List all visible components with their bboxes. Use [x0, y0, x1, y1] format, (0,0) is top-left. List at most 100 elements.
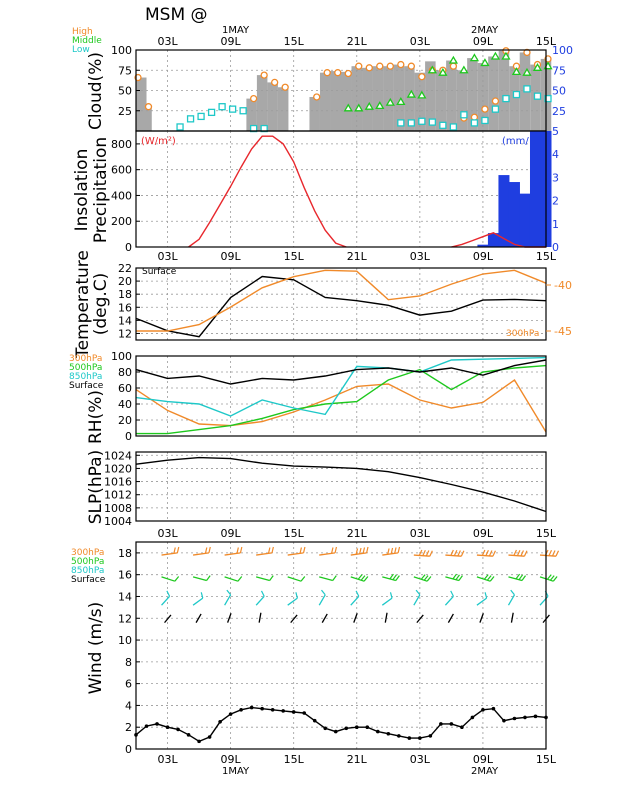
wind-barb-850hpa — [539, 595, 549, 606]
cloud-high-point — [449, 62, 458, 70]
cloud-high-point — [355, 62, 363, 70]
cloud-middle-point — [469, 53, 480, 62]
cloud-middle-point — [364, 101, 374, 110]
wind-barb-500hpa-feather — [363, 576, 369, 582]
wind-surface-point — [207, 735, 212, 739]
slp-ytick-label: 1004 — [104, 515, 132, 528]
temperature-ytick-label: 12 — [118, 327, 132, 340]
cloud-low-point — [428, 118, 437, 126]
cloud-top-xtick-label: 03L — [157, 35, 178, 48]
wind-barb-850hpa-feather — [200, 592, 204, 599]
cloud-total-bar — [393, 64, 405, 131]
wind-barb-850hpa — [381, 597, 393, 606]
insolation-ytick-label: 0 — [125, 241, 132, 254]
cloud-total-bar — [446, 60, 457, 131]
wind-surface-point — [302, 711, 307, 715]
wind-barb-300hpa-feather — [359, 547, 362, 554]
slp-line — [135, 456, 547, 513]
cloud-middle-point — [385, 97, 395, 106]
wind-barb-500hpa-feather — [458, 575, 463, 581]
rh-ylabel: RH(%) — [86, 390, 106, 444]
cloud-top-xtick-label: 09L — [473, 35, 494, 48]
cloud-total-bar — [341, 71, 352, 131]
wind-barb-surface — [258, 612, 262, 623]
wind-barb-500hpa-feather — [455, 574, 460, 581]
cloud-middle-point — [417, 90, 427, 99]
wind-barb-500hpa — [508, 576, 523, 582]
insolation-xtick-label: 21L — [347, 250, 368, 263]
wind-barb-300hpa-feather — [488, 550, 493, 557]
rh-500hpa-line — [136, 364, 547, 435]
wind-barb-surface — [416, 614, 424, 624]
wind-barb-300hpa-feather — [331, 547, 334, 554]
temperature-300hpa-label: 300hPa — [506, 329, 539, 339]
wind-barb-850hpa — [476, 597, 488, 606]
cloud-total-bar — [330, 71, 341, 131]
cloud-total-bar — [267, 82, 278, 131]
wind-barb-300hpa — [508, 554, 525, 557]
cloud-middle-point — [448, 55, 459, 64]
wind-surface-point — [439, 722, 443, 726]
date-label-bottom-day1: 1MAY — [222, 766, 250, 777]
cloud-high-point — [249, 94, 258, 103]
cloud-high-point — [481, 105, 489, 113]
wind-barb-300hpa — [319, 552, 336, 556]
temperature-ytick-label: 22 — [118, 262, 132, 275]
wind-legend-500hpa: 500hPa — [71, 557, 104, 567]
wind-barb-850hpa-feather — [484, 592, 488, 599]
wind-barb-500hpa-feather — [174, 576, 180, 582]
slp-xtick-label: 09L — [221, 527, 242, 540]
wind-ytick-label: 10 — [118, 634, 132, 647]
wind-barb-500hpa — [192, 576, 207, 582]
temperature-ytick-label: 14 — [118, 314, 132, 327]
precipitation-bar — [519, 193, 531, 247]
wind-barb-850hpa-feather — [295, 592, 298, 599]
wind-barb-500hpa-feather — [332, 575, 337, 581]
cloud-total-bar — [372, 66, 384, 131]
wind-barb-300hpa-feather — [429, 550, 433, 557]
rh-ytick-label: 20 — [118, 414, 132, 427]
rh-ytick-label: 80 — [118, 366, 132, 379]
insolation-xtick-label: 15L — [536, 250, 557, 263]
cloud-right-ytick-label: 100 — [552, 44, 573, 57]
cloud-high-point — [344, 69, 352, 78]
temperature-ylabel-unit: (deg.C) — [91, 273, 111, 336]
insolation-xtick-label: 03L — [157, 250, 178, 263]
wind-surface-point — [533, 714, 538, 719]
cloud-middle-point — [396, 97, 406, 105]
wind-barb-500hpa — [476, 576, 491, 582]
wind-barb-500hpa — [445, 576, 460, 582]
wind-barb-850hpa — [350, 595, 360, 606]
cloud-total-bar — [362, 67, 373, 131]
cloud-high-point — [313, 93, 321, 101]
insolation-ytick-label: 800 — [111, 138, 132, 151]
wind-barb-surface — [353, 613, 358, 623]
cloud-top-xtick-label: 15L — [536, 35, 557, 48]
wind-barb-500hpa-feather — [389, 573, 394, 580]
wind-surface-point — [260, 706, 264, 711]
wind-barb-300hpa-feather — [397, 546, 401, 553]
precip-unit: (mm/ — [502, 136, 529, 147]
wind-barb-300hpa-feather — [418, 549, 423, 556]
wind-surface-point — [386, 731, 391, 736]
wind-barb-300hpa — [192, 552, 210, 556]
cloud-low-point — [186, 115, 195, 123]
cloud-high-point — [491, 97, 500, 105]
wind-barb-850hpa-feather — [450, 590, 454, 597]
rh-surface-line — [135, 359, 547, 385]
slp-ytick-label: 1020 — [104, 462, 132, 475]
wind-barb-500hpa-feather — [518, 574, 524, 581]
wind-surface-point — [228, 712, 233, 716]
cloud-total-bar — [351, 66, 363, 131]
wind-barb-300hpa-feather — [513, 549, 517, 556]
wind-barb-300hpa-feather — [460, 550, 465, 557]
wind-barb-850hpa-feather — [166, 590, 171, 597]
wind-barb-500hpa — [319, 576, 333, 582]
cloud-middle-point — [354, 103, 364, 112]
wind-barb-300hpa-feather — [208, 546, 211, 553]
wind-barb-300hpa-feather — [551, 550, 556, 557]
wind-barb-300hpa-feather — [299, 547, 303, 554]
wind-surface-point — [397, 734, 401, 738]
precip-right-ytick-label: 3 — [552, 171, 559, 184]
wind-barb-300hpa — [287, 552, 304, 556]
